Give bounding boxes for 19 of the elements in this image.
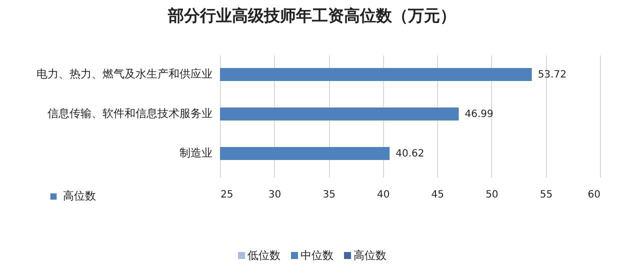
y-tick-label: 制造业 [180,146,212,160]
text: 低位数 [248,248,280,263]
x-tick-label: 45 [431,190,444,200]
x-tick-label: 25 [220,190,234,200]
x-tick-label: 60 [588,190,600,200]
text: 中位数 [300,248,334,263]
x-tick-label: 40 [376,190,390,200]
x-tick-label: 35 [322,190,336,200]
y-tick-label: 信息传输、软件和信息技术服务业 [48,107,212,120]
x-tick-label: 55 [540,190,553,200]
x-tick-label: 30 [268,190,282,200]
text: 高位数 [354,248,386,263]
data-label: 53.72 [538,70,566,81]
data-label: 40.62 [396,148,424,160]
chart-title: 部分行业高级技师年工资高位数（万元） [166,6,457,27]
legend-label: 高位数 [63,190,96,202]
y-tick-label: 电力、热力、燃气及水生产和供应业 [36,68,212,81]
x-tick-label: 50 [486,190,498,200]
data-label: 46.99 [464,109,494,120]
